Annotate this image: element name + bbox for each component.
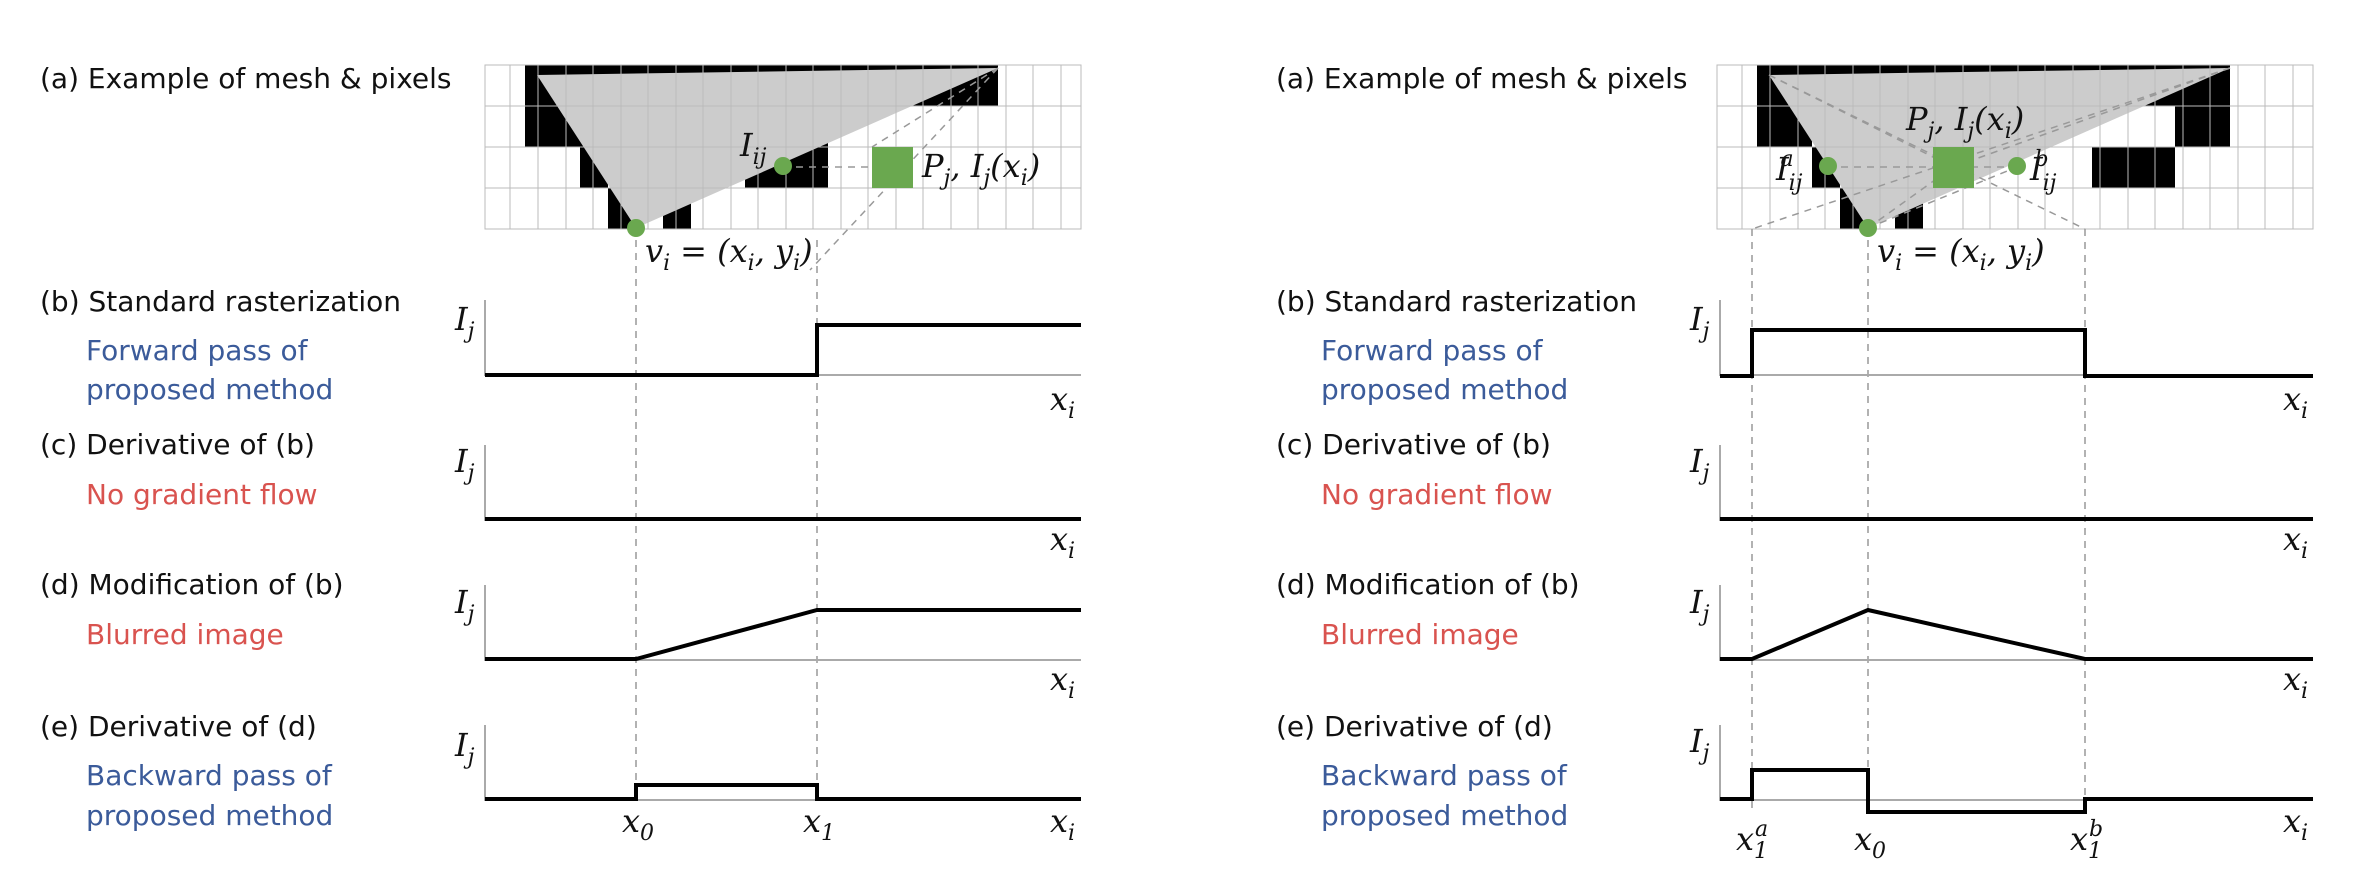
connector-dashed <box>1867 166 1954 229</box>
axis-x-label: xi <box>2283 380 2308 424</box>
connector-dashed <box>1751 67 2231 230</box>
right-plot-b: Ij xi <box>1689 300 2313 424</box>
pixel-pj <box>872 147 913 188</box>
axis-x-label: xi <box>1050 802 1075 846</box>
left-row-e-sub2: proposed method <box>86 799 333 832</box>
left-plot-b: Ij xi <box>454 300 1081 424</box>
axis-y-label: Ij <box>454 726 475 770</box>
pixel-grid <box>484 64 1082 230</box>
connector-dashed <box>1768 74 2086 230</box>
tick-label-x0: x0 <box>622 802 654 846</box>
right-row-e-label: (e) Derivative of (d) <box>1276 710 1553 743</box>
pixel-grid <box>1716 64 2314 230</box>
axis-y-label: Ij <box>454 583 475 627</box>
point-iij-b <box>2008 157 2026 175</box>
connector-dashed <box>1768 74 1954 168</box>
axis <box>484 445 1081 521</box>
connector-dashed <box>1952 67 2231 168</box>
label-vi: vi = (xi, yi) <box>645 232 813 276</box>
right-row-b-sub2: proposed method <box>1321 373 1568 406</box>
right-plot-e: Ij xi x1a x0 x1b <box>1689 722 2313 864</box>
left-plot-d: Ij xi <box>454 583 1081 704</box>
signal-line <box>1720 607 2313 661</box>
label-iij-a: Iija <box>1775 147 1803 196</box>
right-row-b-sub1: Forward pass of <box>1321 334 1544 367</box>
left-row-a-label: (a) Example of mesh & pixels <box>40 62 452 95</box>
signal-line <box>485 323 1081 377</box>
axis <box>1719 585 2313 661</box>
pixel-dark <box>2092 147 2175 188</box>
axis-x-label: xi <box>2283 802 2308 846</box>
signal-line <box>485 783 1081 801</box>
axis-y-label: Ij <box>1689 442 1710 486</box>
left-row-d-sub: Blurred image <box>86 618 284 651</box>
axis <box>1719 445 2313 521</box>
right-row-a-label: (a) Example of mesh & pixels <box>1276 62 1688 95</box>
connector-dashed <box>1867 166 2018 229</box>
axis-y-label: Ij <box>1689 300 1710 344</box>
tick-label-x1b: x1b <box>2070 817 2103 864</box>
left-row-b-sub1: Forward pass of <box>86 334 309 367</box>
tick-label-x1: x1 <box>803 802 835 846</box>
left-row-e-sub1: Backward pass of <box>86 759 333 792</box>
axis <box>1719 725 2313 801</box>
pixel-dark <box>2175 106 2230 147</box>
left-row-b-label: (b) Standard rasterization <box>40 285 401 318</box>
axis <box>484 585 1081 661</box>
right-row-b-label: (b) Standard rasterization <box>1276 285 1637 318</box>
left-mesh-illustration: Iij Pj, Ij(xi) vi = (xi, yi) <box>484 64 1082 276</box>
axis-y-label: Ij <box>454 442 475 486</box>
label-pj-ij-xi: Pj, Ij(xi) <box>921 147 1040 191</box>
signal-line <box>1720 768 2313 814</box>
axis-x-label: xi <box>2283 660 2308 704</box>
point-iij <box>774 157 792 175</box>
signal-line <box>485 608 1081 661</box>
left-panel: (a) Example of mesh & pixels (b) Standar… <box>40 62 1082 846</box>
connector-dashed <box>871 67 999 148</box>
pixel-pj <box>1933 147 1974 188</box>
right-panel: (a) Example of mesh & pixels (b) Standar… <box>1276 62 2314 864</box>
point-iij-a <box>1819 157 1837 175</box>
label-vi: vi = (xi, yi) <box>1877 232 2045 276</box>
right-plot-d: Ij xi <box>1689 583 2313 704</box>
axis-x-label: xi <box>1050 380 1075 424</box>
right-row-e-sub1: Backward pass of <box>1321 759 1568 792</box>
left-row-c-sub: No gradient flow <box>86 478 318 511</box>
axis <box>1719 300 2313 376</box>
label-iij: Iij <box>739 126 767 170</box>
left-plot-e: Ij xi x0 x1 <box>454 725 1081 846</box>
left-row-e-label: (e) Derivative of (d) <box>40 710 317 743</box>
right-plot-c: Ij xi <box>1689 442 2313 564</box>
left-row-b-sub2: proposed method <box>86 373 333 406</box>
left-plot-c: Ij xi <box>454 442 1081 564</box>
vertex-vi <box>1859 219 1877 237</box>
right-row-d-sub: Blurred image <box>1321 618 1519 651</box>
signal-line <box>1720 328 2313 378</box>
axis-x-label: xi <box>2283 520 2308 564</box>
axis <box>484 725 1081 801</box>
axis <box>484 300 1081 376</box>
label-iij-b: Iijb <box>2029 147 2057 196</box>
right-row-c-label: (c) Derivative of (b) <box>1276 428 1551 461</box>
label-pj-ij-xi: Pj, Ij(xi) <box>1905 100 2024 144</box>
left-row-d-label: (d) Modification of (b) <box>40 568 344 601</box>
tick-label-x1a: x1a <box>1736 817 1768 864</box>
vertex-vi <box>627 219 645 237</box>
axis-x-label: xi <box>1050 520 1075 564</box>
axis-y-label: Ij <box>1689 583 1710 627</box>
axis-y-label: Ij <box>454 300 475 344</box>
axis-x-label: xi <box>1050 660 1075 704</box>
right-row-d-label: (d) Modification of (b) <box>1276 568 1580 601</box>
tick-label-x0: x0 <box>1854 820 1886 864</box>
right-mesh-illustration: Pj, Ij(xi) Iija Iijb vi = (xi, yi) <box>1716 64 2314 276</box>
connector-dashed <box>809 67 999 271</box>
right-row-e-sub2: proposed method <box>1321 799 1568 832</box>
right-row-c-sub: No gradient flow <box>1321 478 1553 511</box>
left-row-c-label: (c) Derivative of (b) <box>40 428 315 461</box>
axis-y-label: Ij <box>1689 722 1710 766</box>
